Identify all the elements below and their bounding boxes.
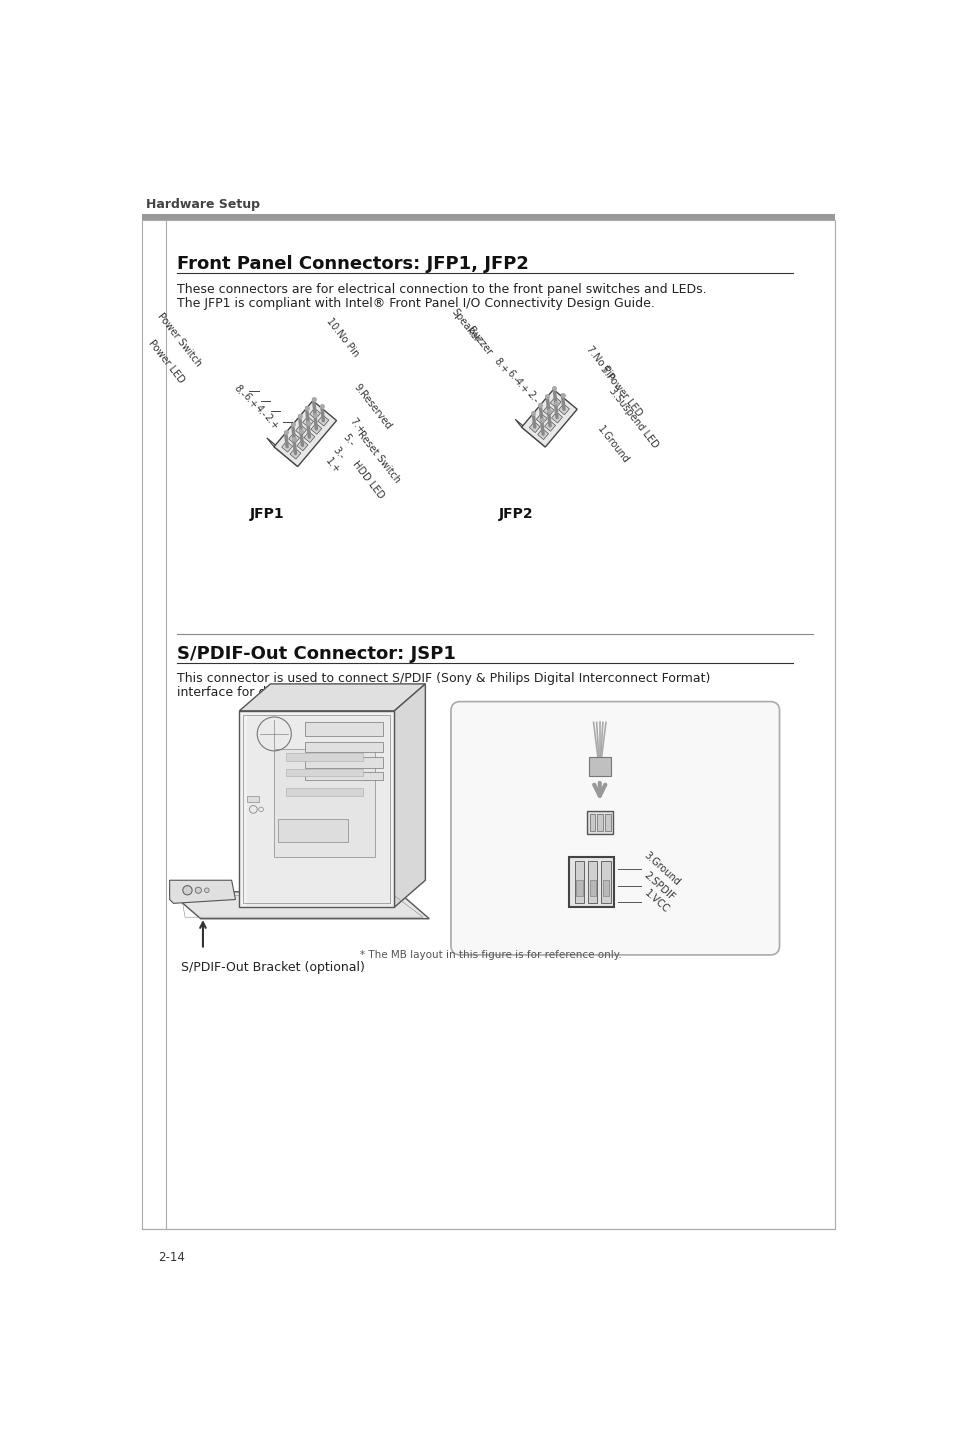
Polygon shape	[239, 684, 425, 710]
Text: JFP2: JFP2	[498, 507, 533, 521]
Text: * The MB layout in this figure is for reference only.: * The MB layout in this figure is for re…	[360, 949, 621, 959]
Bar	[305, 722, 382, 736]
FancyBboxPatch shape	[451, 702, 779, 955]
Polygon shape	[310, 408, 320, 420]
Bar	[575, 861, 583, 904]
Text: HDD LED: HDD LED	[350, 460, 385, 501]
Bar	[305, 742, 382, 752]
Bar	[587, 861, 597, 904]
Circle shape	[195, 888, 201, 894]
Text: 3.-: 3.-	[331, 445, 346, 461]
Polygon shape	[558, 404, 569, 415]
Text: 1.Ground: 1.Ground	[596, 424, 631, 465]
Text: Reset Switch: Reset Switch	[355, 428, 402, 484]
Bar	[600, 861, 610, 904]
Bar	[568, 858, 613, 908]
Bar	[576, 881, 582, 895]
Bar	[239, 710, 394, 908]
Bar	[589, 813, 595, 831]
Polygon shape	[317, 415, 329, 425]
Polygon shape	[521, 390, 577, 447]
Text: 8.+: 8.+	[492, 357, 510, 375]
Text: 6.+: 6.+	[240, 391, 258, 411]
Bar	[286, 769, 363, 776]
Text: 1.VCC: 1.VCC	[641, 888, 670, 915]
Polygon shape	[170, 892, 429, 919]
Polygon shape	[542, 405, 554, 417]
Text: JFP1: JFP1	[249, 507, 284, 521]
Bar	[602, 881, 608, 895]
Text: Power LED: Power LED	[147, 338, 187, 385]
Polygon shape	[394, 684, 425, 908]
Polygon shape	[550, 397, 560, 408]
Text: 2.-: 2.-	[524, 388, 539, 405]
Polygon shape	[302, 417, 314, 427]
Text: 3.Suspend LED: 3.Suspend LED	[607, 387, 660, 450]
Bar	[604, 813, 610, 831]
Text: Speaker: Speaker	[449, 306, 481, 345]
Bar	[589, 881, 596, 895]
Text: 2.+: 2.+	[262, 412, 280, 432]
Polygon shape	[170, 881, 235, 904]
Bar	[142, 215, 835, 221]
Polygon shape	[296, 440, 308, 451]
Text: These connectors are for electrical connection to the front panel switches and L: These connectors are for electrical conn…	[177, 284, 706, 296]
Polygon shape	[551, 412, 562, 422]
Text: 2-14: 2-14	[158, 1252, 185, 1264]
Polygon shape	[536, 414, 547, 424]
Polygon shape	[267, 438, 297, 467]
Bar	[278, 819, 348, 842]
Polygon shape	[290, 448, 300, 460]
Bar	[286, 788, 363, 796]
Text: The JFP1 is compliant with Intel® Front Panel I/O Connectivity Design Guide.: The JFP1 is compliant with Intel® Front …	[177, 298, 655, 311]
Text: 10.No Pin: 10.No Pin	[324, 316, 360, 359]
Text: interface for digital audio transmission.: interface for digital audio transmission…	[177, 686, 424, 699]
Circle shape	[183, 885, 192, 895]
Bar	[286, 753, 363, 760]
Text: 7.+: 7.+	[348, 417, 366, 435]
Polygon shape	[289, 432, 299, 444]
Text: S/PDIF-Out Connector: JSP1: S/PDIF-Out Connector: JSP1	[177, 646, 456, 663]
Polygon shape	[311, 424, 321, 434]
Text: 4.+: 4.+	[512, 377, 530, 395]
Polygon shape	[274, 401, 336, 467]
Text: S/PDIF-Out Bracket (optional): S/PDIF-Out Bracket (optional)	[181, 961, 365, 974]
Text: This connector is used to connect S/PDIF (Sony & Philips Digital Interconnect Fo: This connector is used to connect S/PDIF…	[177, 673, 710, 686]
Text: 7.No Pin: 7.No Pin	[583, 344, 617, 382]
Text: 8.-: 8.-	[232, 384, 247, 400]
Bar	[597, 813, 602, 831]
Bar	[274, 749, 375, 858]
Bar	[247, 715, 390, 905]
Polygon shape	[515, 420, 545, 447]
Bar	[305, 772, 382, 780]
Circle shape	[204, 888, 209, 892]
Polygon shape	[295, 425, 306, 435]
Text: Power Switch: Power Switch	[155, 311, 203, 368]
Polygon shape	[304, 431, 314, 442]
Text: 5.-: 5.-	[340, 431, 355, 448]
Text: Front Panel Connectors: JFP1, JFP2: Front Panel Connectors: JFP1, JFP2	[177, 255, 529, 274]
Text: 4.-: 4.-	[253, 404, 269, 420]
Text: 1.+: 1.+	[323, 457, 341, 475]
Text: Hardware Setup: Hardware Setup	[146, 198, 260, 211]
Text: 5.Power LED: 5.Power LED	[598, 364, 643, 418]
Text: 3.Ground: 3.Ground	[641, 851, 681, 888]
Bar	[588, 758, 610, 776]
Polygon shape	[537, 428, 548, 440]
Polygon shape	[529, 422, 539, 432]
Bar	[305, 758, 382, 768]
Polygon shape	[544, 421, 555, 431]
Text: 2.SPDIF: 2.SPDIF	[641, 871, 677, 902]
Bar	[243, 715, 390, 904]
Text: 9.Reserved: 9.Reserved	[352, 382, 393, 431]
Polygon shape	[281, 441, 293, 453]
Text: Buzzer: Buzzer	[465, 325, 493, 358]
Text: 6.-: 6.-	[504, 368, 520, 384]
Bar	[586, 811, 612, 833]
Bar	[247, 796, 258, 802]
